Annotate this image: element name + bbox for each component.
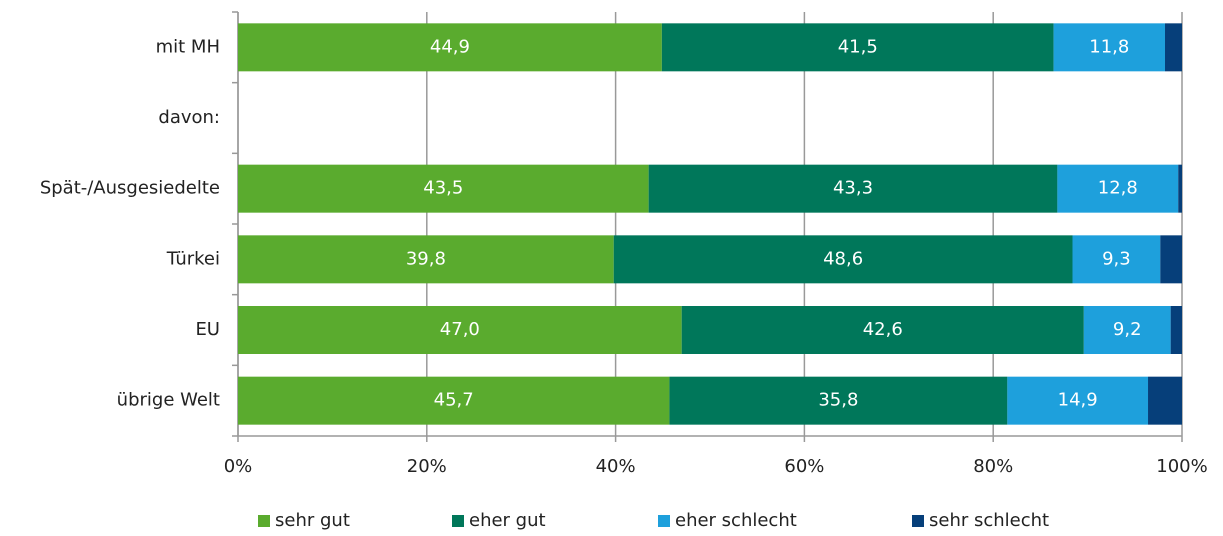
data-label: 48,6 (823, 248, 863, 269)
legend-swatch (912, 515, 924, 527)
bar-segment (648, 164, 1058, 213)
legend-label: eher gut (469, 510, 546, 531)
legend-swatch (452, 515, 464, 527)
bar-segment (1148, 376, 1182, 425)
bar-segment (1170, 306, 1182, 354)
bar-segment (1165, 23, 1182, 72)
y-tick-label: davon: (158, 107, 220, 128)
data-label: 12,8 (1098, 178, 1138, 199)
legend-swatch (258, 515, 270, 527)
y-tick-label: Türkei (166, 248, 220, 269)
data-label: 9,3 (1102, 248, 1131, 269)
data-label: 43,3 (833, 178, 873, 199)
x-tick-label: 0% (224, 456, 253, 477)
data-label: 14,9 (1058, 390, 1098, 411)
data-label: 41,5 (838, 36, 878, 57)
data-label: 42,6 (863, 319, 903, 340)
data-label: 35,8 (818, 390, 858, 411)
legend-label: eher schlecht (675, 510, 797, 531)
bar-segment (238, 376, 670, 425)
bar-segment (669, 376, 1008, 425)
legend-label: sehr gut (275, 510, 350, 531)
bar-segment (238, 164, 649, 213)
data-label: 9,2 (1113, 319, 1142, 340)
data-label: 45,7 (434, 390, 474, 411)
bar-segment (1053, 23, 1166, 72)
bar-segment (681, 306, 1084, 354)
x-tick-label: 80% (973, 456, 1013, 477)
legend-swatch (658, 515, 670, 527)
data-label: 43,5 (423, 178, 463, 199)
legend-label: sehr schlecht (929, 510, 1049, 531)
x-tick-label: 40% (596, 456, 636, 477)
bar-segment (1072, 235, 1161, 284)
x-tick-label: 100% (1156, 456, 1207, 477)
x-tick-label: 60% (784, 456, 824, 477)
bar-segment (661, 23, 1054, 72)
bar-segment (1007, 376, 1149, 425)
x-tick-label: 20% (407, 456, 447, 477)
bar-segment (1160, 235, 1182, 284)
bar-segment (613, 235, 1073, 284)
data-label: 11,8 (1089, 36, 1129, 57)
bar-segment (1083, 306, 1171, 354)
y-tick-label: übrige Welt (117, 390, 220, 411)
y-tick-label: EU (195, 319, 220, 340)
y-tick-label: Spät-/Ausgesiedelte (40, 178, 220, 199)
y-tick-label: mit MH (156, 36, 220, 57)
data-label: 47,0 (440, 319, 480, 340)
bar-segment (1178, 164, 1182, 213)
bar-segment (238, 235, 614, 284)
bar-segment (238, 23, 662, 72)
data-label: 39,8 (406, 248, 446, 269)
data-label: 44,9 (430, 36, 470, 57)
bar-segment (1057, 164, 1179, 213)
bar-segment (238, 306, 682, 354)
